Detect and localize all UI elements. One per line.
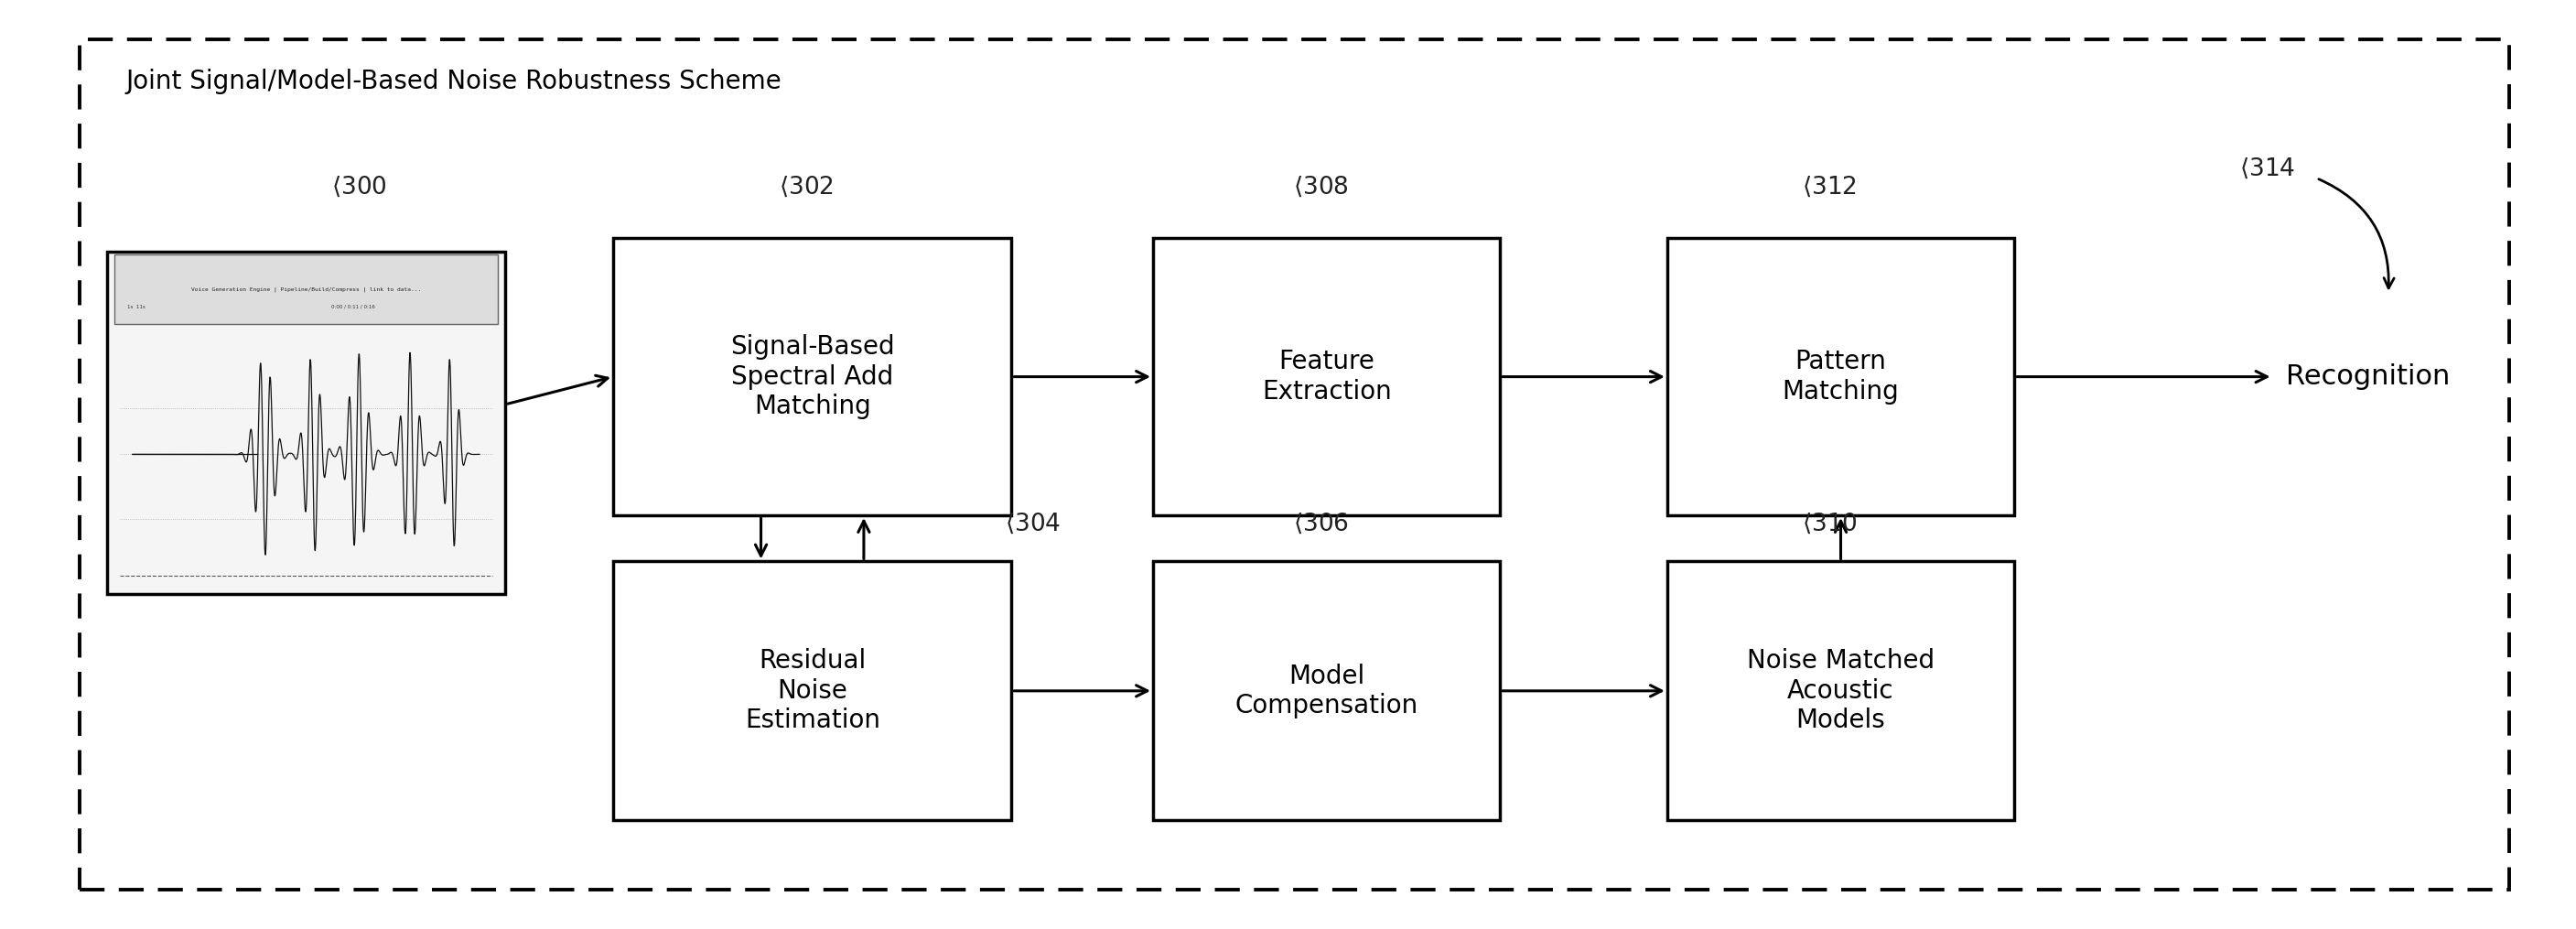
FancyBboxPatch shape (1154, 238, 1499, 516)
Text: $\mathit{\langle}$304: $\mathit{\langle}$304 (1005, 513, 1061, 537)
Text: $\mathit{\langle}$308: $\mathit{\langle}$308 (1293, 176, 1350, 200)
Text: 1s  11s: 1s 11s (126, 305, 144, 309)
Text: Feature
Extraction: Feature Extraction (1262, 349, 1391, 404)
FancyBboxPatch shape (1154, 561, 1499, 820)
FancyBboxPatch shape (613, 561, 1012, 820)
Text: $\mathit{\langle}$314: $\mathit{\langle}$314 (2239, 157, 2295, 181)
FancyBboxPatch shape (1667, 238, 2014, 516)
Text: $\mathit{\langle}$306: $\mathit{\langle}$306 (1293, 513, 1350, 537)
FancyBboxPatch shape (613, 238, 1012, 516)
Text: $\mathit{\langle}$310: $\mathit{\langle}$310 (1803, 513, 1857, 537)
Text: 0:00 / 0:11 / 0:16: 0:00 / 0:11 / 0:16 (332, 305, 376, 309)
Text: $\mathit{\langle}$302: $\mathit{\langle}$302 (778, 176, 835, 200)
Text: $\mathit{\langle}$312: $\mathit{\langle}$312 (1803, 176, 1857, 200)
FancyBboxPatch shape (1667, 561, 2014, 820)
Text: Voice Generation Engine | Pipeline/Build/Compress | link to data...: Voice Generation Engine | Pipeline/Build… (191, 287, 420, 292)
Text: Joint Signal/Model-Based Noise Robustness Scheme: Joint Signal/Model-Based Noise Robustnes… (126, 68, 783, 94)
FancyBboxPatch shape (113, 255, 497, 324)
Text: Pattern
Matching: Pattern Matching (1783, 349, 1899, 404)
Text: Model
Compensation: Model Compensation (1234, 663, 1419, 718)
Text: Residual
Noise
Estimation: Residual Noise Estimation (744, 648, 881, 733)
Text: Signal-Based
Spectral Add
Matching: Signal-Based Spectral Add Matching (729, 334, 894, 419)
Text: Recognition: Recognition (2285, 363, 2450, 390)
FancyBboxPatch shape (106, 252, 505, 594)
Text: $\mathit{\langle}$300: $\mathit{\langle}$300 (332, 176, 386, 200)
Text: Noise Matched
Acoustic
Models: Noise Matched Acoustic Models (1747, 648, 1935, 733)
